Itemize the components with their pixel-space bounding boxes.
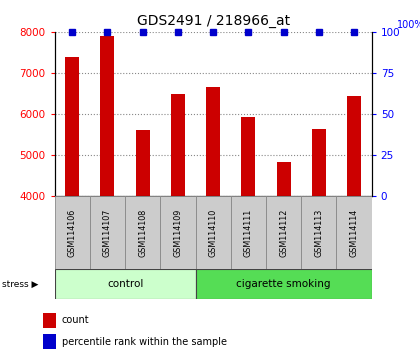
Text: cigarette smoking: cigarette smoking	[236, 279, 331, 289]
Text: GSM114111: GSM114111	[244, 209, 253, 257]
Bar	[241, 117, 255, 196]
Bar	[100, 36, 115, 196]
Bar	[301, 196, 336, 269]
Text: GSM114113: GSM114113	[314, 209, 323, 257]
Bar	[65, 57, 79, 196]
Bar	[43, 334, 56, 349]
Text: 100%: 100%	[397, 20, 420, 30]
Text: GSM114107: GSM114107	[103, 209, 112, 257]
Text: GSM114106: GSM114106	[68, 209, 77, 257]
Bar	[276, 162, 291, 196]
Bar	[266, 196, 301, 269]
Text: GSM114110: GSM114110	[209, 209, 218, 257]
Bar	[312, 129, 326, 196]
Text: percentile rank within the sample: percentile rank within the sample	[62, 337, 227, 347]
Bar	[90, 196, 125, 269]
Bar	[196, 269, 372, 299]
Bar	[125, 196, 160, 269]
Text: GSM114108: GSM114108	[138, 209, 147, 257]
Bar	[55, 269, 196, 299]
Bar	[196, 196, 231, 269]
Bar	[43, 313, 56, 327]
Bar	[231, 196, 266, 269]
Text: GSM114109: GSM114109	[173, 209, 182, 257]
Text: control: control	[107, 279, 143, 289]
Text: stress ▶: stress ▶	[2, 280, 39, 289]
Text: GSM114112: GSM114112	[279, 209, 288, 257]
Bar	[347, 96, 361, 196]
Bar	[171, 93, 185, 196]
Text: GSM114114: GSM114114	[349, 209, 359, 257]
Bar	[160, 196, 196, 269]
Title: GDS2491 / 218966_at: GDS2491 / 218966_at	[136, 14, 290, 28]
Bar	[55, 196, 90, 269]
Bar	[136, 130, 150, 196]
Text: count: count	[62, 315, 89, 325]
Bar	[206, 87, 220, 196]
Bar	[336, 196, 372, 269]
